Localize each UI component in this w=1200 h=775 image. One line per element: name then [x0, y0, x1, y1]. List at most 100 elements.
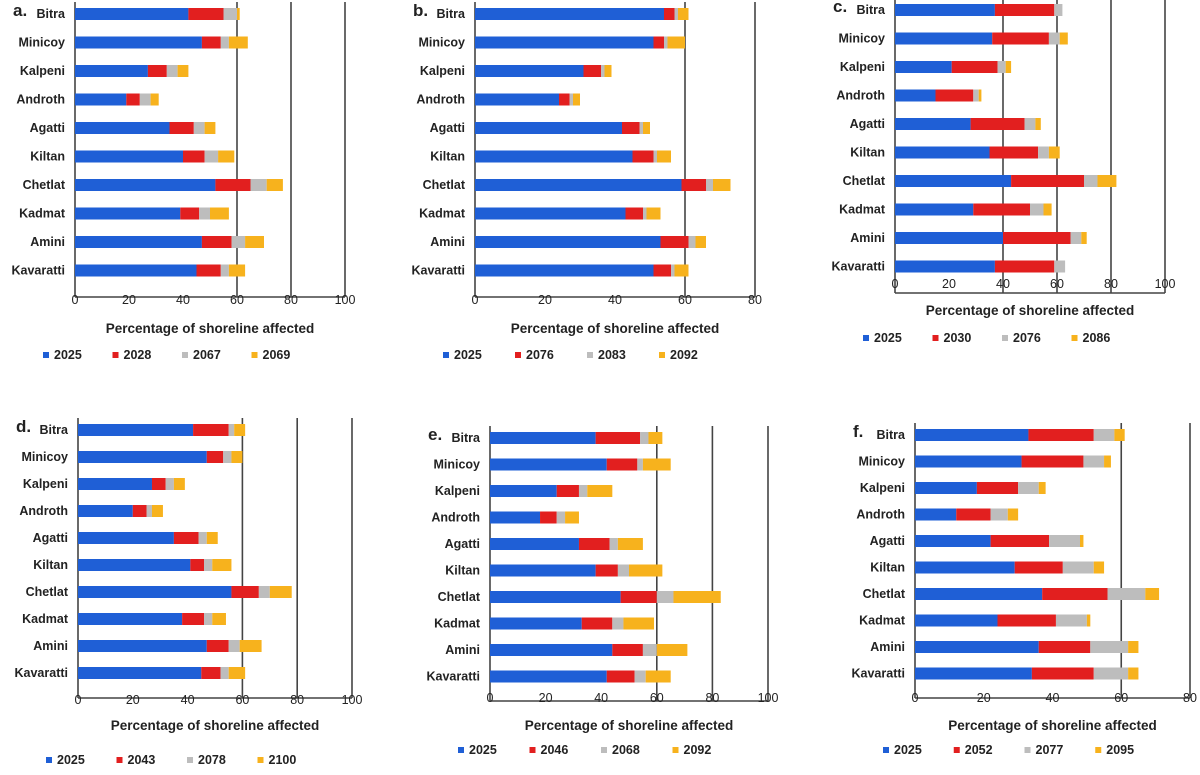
bar-segment — [475, 207, 626, 220]
legend-entry: 2030 — [944, 331, 972, 345]
panel-label: e. — [428, 425, 442, 444]
legend-swatch — [1002, 335, 1008, 341]
legend: 2025 2043 2078 2100 — [46, 753, 296, 767]
bar-segment — [578, 485, 588, 497]
bar-segment — [674, 264, 689, 277]
legend-entry: 2078 — [198, 753, 226, 767]
category-label: Kavaratti — [412, 264, 466, 278]
bar-segment — [165, 478, 174, 490]
x-tick-label: 0 — [75, 693, 82, 707]
chart-panel-5: e. Bitra Minicoy Kalpeni Androth Agatti Kiltan… — [427, 425, 779, 757]
bar-segment — [581, 617, 613, 630]
bar-segment — [1024, 118, 1036, 130]
panel-label: f. — [853, 422, 863, 441]
x-axis-label: Percentage of shoreline affected — [511, 321, 720, 336]
x-tick-label: 80 — [1104, 277, 1118, 291]
bar-segment — [1083, 455, 1105, 468]
bar-segment — [126, 93, 140, 106]
legend-swatch — [46, 757, 52, 763]
category-label: Amini — [30, 235, 65, 249]
category-label: Agatti — [30, 121, 65, 135]
bar-segment — [664, 8, 675, 20]
x-tick-label: 80 — [748, 293, 762, 307]
bar-segment — [1038, 482, 1046, 494]
legend-swatch — [257, 757, 264, 763]
bar-segment — [706, 179, 713, 191]
x-axis-label: Percentage of shoreline affected — [525, 718, 734, 733]
bar-segment — [1038, 146, 1049, 159]
x-tick-label: 100 — [342, 693, 363, 707]
bar-segment — [204, 613, 213, 625]
bar-segment — [678, 8, 689, 20]
bar-segment — [639, 122, 643, 134]
bar-segment — [632, 150, 654, 163]
bar-segment — [223, 451, 232, 463]
legend-entry: 2025 — [54, 348, 82, 362]
bar-segment — [258, 586, 270, 598]
bar-segment — [688, 236, 696, 248]
bar-segment — [182, 613, 205, 625]
legend-swatch — [672, 747, 679, 753]
bar-segment — [1048, 146, 1060, 159]
bar-segment — [206, 640, 229, 652]
bar-segment — [1093, 561, 1105, 574]
bar-segment — [183, 150, 205, 163]
bar-segment — [78, 640, 207, 652]
bar-segment — [1145, 588, 1160, 600]
bar-segment — [204, 150, 219, 163]
bar-segment — [206, 451, 224, 463]
bar-segment — [915, 508, 957, 521]
category-label: Minicoy — [21, 450, 68, 464]
panel-label: b. — [413, 1, 428, 20]
category-label: Bitra — [857, 3, 887, 17]
bar-segment — [75, 8, 189, 20]
x-tick-label: 40 — [594, 691, 608, 705]
bar-segment — [212, 559, 232, 571]
x-tick-label: 40 — [176, 293, 190, 307]
bar-segment — [559, 93, 570, 106]
bar-segment — [223, 8, 237, 20]
category-label: Kalpeni — [435, 484, 480, 498]
category-label: Minicoy — [838, 32, 885, 46]
bar-segment — [146, 505, 152, 517]
bar-segment — [997, 614, 1056, 627]
bar-segment — [228, 640, 240, 652]
legend-entry: 2076 — [1013, 331, 1041, 345]
legend-swatch — [1095, 747, 1102, 753]
category-label: Amini — [33, 639, 68, 653]
bar-segment — [239, 640, 262, 652]
bar-segment — [681, 179, 706, 191]
category-label: Androth — [836, 89, 885, 103]
bar-segment — [1003, 232, 1071, 244]
bar-segment — [234, 424, 246, 436]
bar-segment — [490, 458, 607, 471]
bar-segment — [475, 264, 654, 277]
bar-segment — [895, 203, 974, 216]
bar-segment — [204, 122, 216, 134]
x-tick-label: 20 — [942, 277, 956, 291]
bar-segment — [193, 122, 205, 134]
x-tick-label: 0 — [487, 691, 494, 705]
bar-segment — [218, 150, 235, 163]
bar-segment — [78, 586, 232, 598]
bar-segment — [623, 617, 655, 630]
bar-segment — [637, 458, 643, 471]
bar-segment — [132, 505, 147, 517]
bar-segment — [78, 532, 174, 544]
category-label: Kalpeni — [860, 481, 905, 495]
bar-segment — [188, 8, 224, 20]
category-label: Bitra — [37, 7, 67, 21]
x-tick-label: 40 — [1046, 691, 1060, 705]
bar-segment — [660, 236, 689, 248]
legend-entry: 2052 — [965, 743, 993, 757]
bar-segment — [1090, 641, 1129, 653]
x-tick-label: 40 — [181, 693, 195, 707]
category-label: Kavaratti — [15, 666, 69, 680]
x-tick-label: 0 — [472, 293, 479, 307]
bar-segment — [653, 150, 657, 163]
bar-segment — [695, 236, 706, 248]
legend-entry: 2069 — [263, 348, 291, 362]
bar-segment — [210, 207, 229, 220]
bar-segment — [1048, 32, 1060, 45]
bar-segment — [1028, 429, 1094, 441]
